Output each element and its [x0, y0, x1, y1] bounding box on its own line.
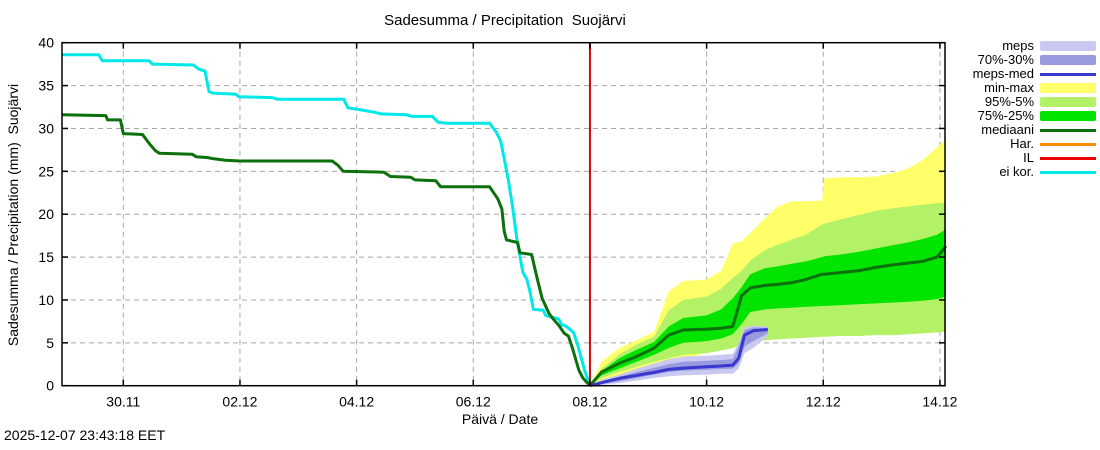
- legend-swatch-band: [1040, 83, 1096, 93]
- y-tick-label: 40: [38, 35, 54, 51]
- legend-label: mediaani: [981, 122, 1034, 137]
- legend-item-meps-med: meps-med: [973, 67, 1096, 81]
- y-axis-title: Sadesumma / Precipitation (mm) Suojärvi: [5, 83, 21, 347]
- x-axis-title: Päivä / Date: [461, 411, 539, 427]
- history-line-mediaani: [62, 113, 592, 387]
- legend-item-mediaani: mediaani: [973, 123, 1096, 137]
- legend-label: 95%-5%: [984, 94, 1034, 109]
- x-tick-label: 14.12: [922, 394, 957, 410]
- legend-label: meps: [1002, 38, 1034, 53]
- y-tick-label: 5: [46, 335, 54, 351]
- y-tick-label: 35: [38, 78, 54, 94]
- meps-med-line: [589, 328, 768, 388]
- legend-swatch-band: [1040, 111, 1096, 121]
- legend-item-75-25-: 75%-25%: [973, 109, 1096, 123]
- y-tick-label: 30: [38, 120, 54, 136]
- legend-swatch-band: [1040, 97, 1096, 107]
- y-tick-label: 15: [38, 249, 54, 265]
- legend-item-meps: meps: [973, 39, 1096, 53]
- history-line-ei-kor-: [62, 53, 592, 387]
- y-tick-label: 10: [38, 292, 54, 308]
- band-meps: [589, 325, 768, 386]
- forecast-median-line: [588, 245, 948, 387]
- legend-item-min-max: min-max: [973, 81, 1096, 95]
- render-timestamp: 2025-12-07 23:43:18 EET: [4, 427, 166, 443]
- band-75%-25%: [589, 229, 946, 386]
- legend-swatch-line: [1040, 72, 1096, 76]
- x-tick-label: 30.11: [106, 394, 140, 410]
- chart-title: Sadesumma / Precipitation Suojärvi: [384, 12, 626, 29]
- x-tick-label: 08.12: [572, 394, 607, 410]
- legend-label: min-max: [984, 80, 1034, 95]
- legend-item-95-5-: 95%-5%: [973, 95, 1096, 109]
- legend-swatch-line: [1040, 128, 1096, 132]
- legend-swatch-band: [1040, 55, 1096, 65]
- legend-label: meps-med: [972, 66, 1034, 81]
- y-tick-label: 20: [38, 206, 54, 222]
- x-tick-label: 10.12: [689, 394, 724, 410]
- legend: meps 70%-30% meps-med min-max 95%-5% 75%-25% m…: [973, 39, 1096, 179]
- y-tick-label: 0: [46, 378, 54, 394]
- legend-item-il: IL: [973, 151, 1096, 165]
- legend-item-har-: Har.: [973, 137, 1096, 151]
- legend-label: ei kor.: [999, 164, 1034, 179]
- x-tick-label: 06.12: [456, 394, 491, 410]
- x-tick-label: 04.12: [339, 394, 374, 410]
- legend-swatch-line: [1040, 156, 1096, 160]
- legend-label: 75%-25%: [977, 108, 1034, 123]
- legend-swatch-line: [1040, 170, 1096, 174]
- legend-item-ei-kor-: ei kor.: [973, 165, 1096, 179]
- x-tick-label: 12.12: [806, 394, 841, 410]
- legend-swatch-line: [1040, 142, 1096, 146]
- y-tick-label: 25: [38, 163, 54, 179]
- legend-label: 70%-30%: [977, 52, 1034, 67]
- x-tick-label: 02.12: [222, 394, 257, 410]
- legend-item-70-30-: 70%-30%: [973, 53, 1096, 67]
- legend-swatch-band: [1040, 41, 1096, 51]
- legend-label: Har.: [1010, 136, 1034, 151]
- legend-label: IL: [1023, 150, 1034, 165]
